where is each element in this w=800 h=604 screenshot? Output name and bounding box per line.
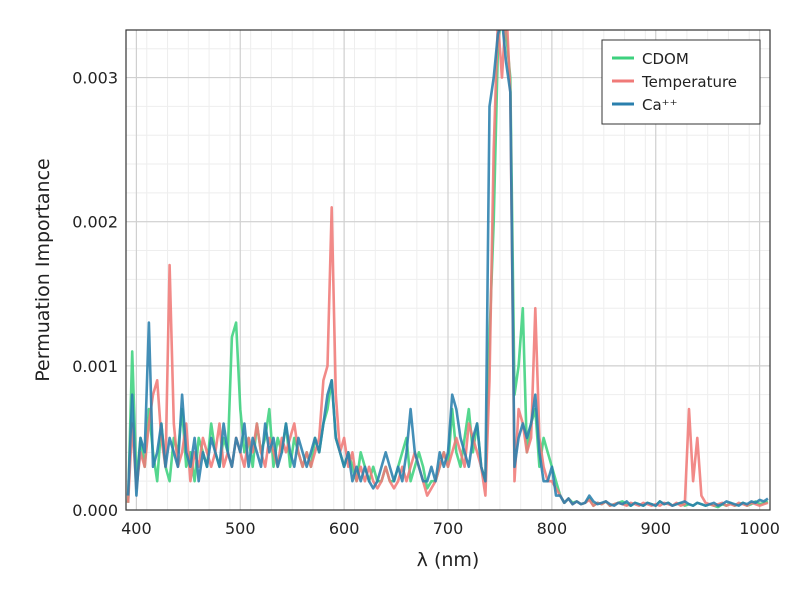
series-layer (126, 30, 769, 509)
x-tick-label: 400 (121, 519, 152, 538)
y-tick-label: 0.003 (72, 69, 118, 88)
y-tick-label: 0.001 (72, 357, 118, 376)
y-tick-label: 0.002 (72, 213, 118, 232)
axes-layer: 400 500 600 700 800 900 1000 0.000 0.001 0.002 0.0… (72, 29, 780, 538)
x-tick-label: 500 (225, 519, 256, 538)
x-tick-label: 800 (537, 519, 568, 538)
y-axis-title: Permuation Importance (32, 158, 54, 381)
series-line-ca (126, 30, 769, 508)
x-tick-label: 700 (433, 519, 464, 538)
legend-label: Ca⁺⁺ (642, 96, 678, 114)
plot-frame (125, 29, 771, 511)
legend: CDOM Temperature Ca⁺⁺ (601, 39, 761, 125)
legend-label: Temperature (641, 73, 737, 91)
x-tick-label: 1000 (739, 519, 780, 538)
x-tick-label: 900 (640, 519, 671, 538)
x-tick-label: 600 (329, 519, 360, 538)
legend-label: CDOM (642, 50, 689, 68)
x-axis-title: λ (nm) (417, 549, 480, 571)
y-tick-label: 0.000 (72, 501, 118, 520)
